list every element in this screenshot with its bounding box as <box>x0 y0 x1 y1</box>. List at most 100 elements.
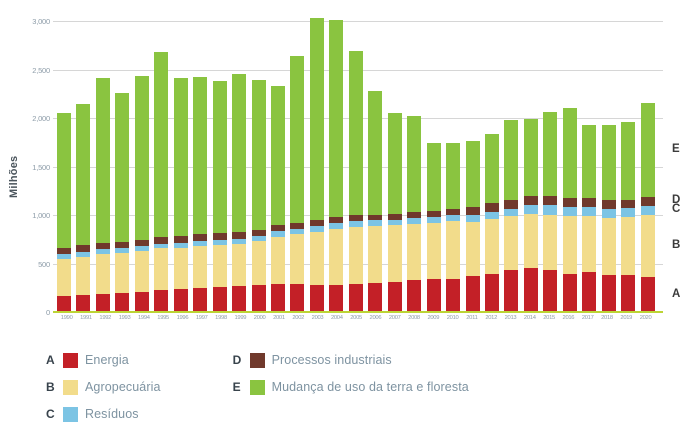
bar-segment-c-1999 <box>232 238 247 244</box>
bar-segment-d-2014 <box>523 196 538 205</box>
bar-segment-a-2001 <box>270 284 285 312</box>
legend-letter-c: C <box>46 407 55 421</box>
bar-segment-a-2018 <box>601 274 616 312</box>
bar-segment-c-2014 <box>523 204 538 214</box>
bar-2011 <box>465 140 480 312</box>
bar-segment-b-1990 <box>57 258 71 296</box>
bar-segment-e-2004 <box>329 20 344 217</box>
legend-item-e: E Mudança de uso da terra e floresta <box>233 379 469 395</box>
x-tick-label-1993: 1993 <box>118 315 131 321</box>
bar-segment-d-2002 <box>290 222 305 230</box>
bar-segment-a-2002 <box>290 284 305 312</box>
x-tick-label-1999: 1999 <box>234 315 247 321</box>
bar-2001 <box>270 86 285 312</box>
bar-segment-a-2011 <box>465 276 480 312</box>
bar-segment-b-1993 <box>115 252 130 294</box>
bar-1993 <box>115 93 130 312</box>
bar-1999 <box>232 73 247 312</box>
bar-segment-d-2018 <box>601 200 616 209</box>
bar-segment-e-2019 <box>621 121 636 200</box>
bar-segment-d-2007 <box>387 213 402 220</box>
x-tick-label-2003: 2003 <box>311 315 324 321</box>
bar-segment-c-2009 <box>426 217 441 224</box>
bar-segment-e-2007 <box>387 113 402 214</box>
legend-column: D Processos industriais E Mudança de uso da… <box>233 352 469 422</box>
bar-segment-a-2006 <box>368 282 383 312</box>
bar-segment-c-2003 <box>309 226 324 232</box>
bar-segment-c-1996 <box>173 242 188 248</box>
bar-segment-d-2003 <box>309 219 324 227</box>
bar-segment-d-2019 <box>621 199 636 209</box>
legend-swatch-c <box>63 406 78 422</box>
bar-segment-d-2009 <box>426 211 441 218</box>
bar-segment-a-2009 <box>426 279 441 312</box>
x-tick-label-2004: 2004 <box>330 315 343 321</box>
bar-segment-a-2017 <box>582 271 597 312</box>
bar-segment-e-2009 <box>426 143 441 212</box>
bar-segment-d-2013 <box>504 200 519 209</box>
bar-segment-b-1995 <box>154 248 169 291</box>
bar-segment-e-1997 <box>193 77 208 235</box>
bar-segment-e-2020 <box>640 103 655 198</box>
bar-1990 <box>57 113 71 312</box>
bar-2000 <box>251 80 266 312</box>
bar-segment-d-1990 <box>57 247 71 255</box>
x-tick-label-2019: 2019 <box>620 315 633 321</box>
bar-segment-b-2006 <box>368 225 383 283</box>
bar-segment-c-2004 <box>329 222 344 229</box>
bar-segment-e-2018 <box>601 125 616 200</box>
bar-segment-c-2011 <box>465 215 480 222</box>
bar-segment-a-2007 <box>387 281 402 312</box>
x-tick-label-2013: 2013 <box>504 315 517 321</box>
bar-segment-c-1991 <box>76 251 91 257</box>
x-tick-label-1998: 1998 <box>215 315 227 321</box>
bar-segment-b-2015 <box>543 214 558 271</box>
x-tick-label-1992: 1992 <box>99 315 112 321</box>
bar-segment-e-1999 <box>232 73 247 232</box>
bar-segment-b-1991 <box>76 256 91 295</box>
x-tick-label-2002: 2002 <box>292 315 305 321</box>
bar-2008 <box>407 116 422 312</box>
bar-segment-e-1993 <box>115 93 130 243</box>
bar-segment-d-2004 <box>329 216 344 223</box>
bar-segment-d-2015 <box>543 196 558 206</box>
bar-segment-e-2008 <box>407 116 422 213</box>
bar-segment-e-2002 <box>290 56 305 223</box>
bar-segment-a-1994 <box>134 292 149 312</box>
x-tick-label-1994: 1994 <box>137 315 150 321</box>
bar-segment-c-1997 <box>193 241 208 247</box>
y-tick-label: 0 <box>46 308 50 317</box>
x-axis-tick-labels: 1990 1991 1992 1993 1994 1995 1996 1997 1998 1999… <box>57 315 655 321</box>
bar-segment-c-1994 <box>134 246 149 251</box>
x-tick-label-2020: 2020 <box>639 315 652 321</box>
series-letter-d: D <box>672 194 681 207</box>
bar-segment-b-2020 <box>640 215 655 278</box>
bar-segment-e-1994 <box>134 75 149 241</box>
y-tick-label: 1,500 <box>32 162 50 172</box>
bar-segment-c-2019 <box>621 208 636 217</box>
bar-segment-e-2015 <box>543 111 558 197</box>
bar-segment-d-2006 <box>368 214 383 221</box>
legend-label-c: Resíduos <box>85 407 139 421</box>
bar-segment-e-1996 <box>173 78 188 237</box>
y-tick-label: 3,000 <box>32 17 50 26</box>
bar-segment-d-1999 <box>232 231 247 239</box>
legend-swatch-a <box>63 352 78 368</box>
x-tick-label-2008: 2008 <box>408 315 420 321</box>
y-tick-label: 1,000 <box>32 211 50 220</box>
bar-segment-a-2000 <box>251 284 266 312</box>
bar-segment-d-1991 <box>76 245 91 252</box>
bar-segment-b-2000 <box>251 241 266 285</box>
bar-segment-b-2016 <box>562 215 577 274</box>
bar-2019 <box>621 121 636 312</box>
bar-segment-c-2010 <box>446 215 461 222</box>
bar-segment-d-1996 <box>173 236 188 243</box>
legend-item-d: D Processos industriais <box>233 352 469 368</box>
bar-segment-e-1995 <box>154 51 169 238</box>
bar-segment-d-2012 <box>484 203 499 212</box>
legend-label-e: Mudança de uso da terra e floresta <box>271 380 469 394</box>
bar-2010 <box>446 142 461 312</box>
bar-segment-a-2003 <box>309 284 324 312</box>
x-tick-label-2018: 2018 <box>601 315 613 321</box>
